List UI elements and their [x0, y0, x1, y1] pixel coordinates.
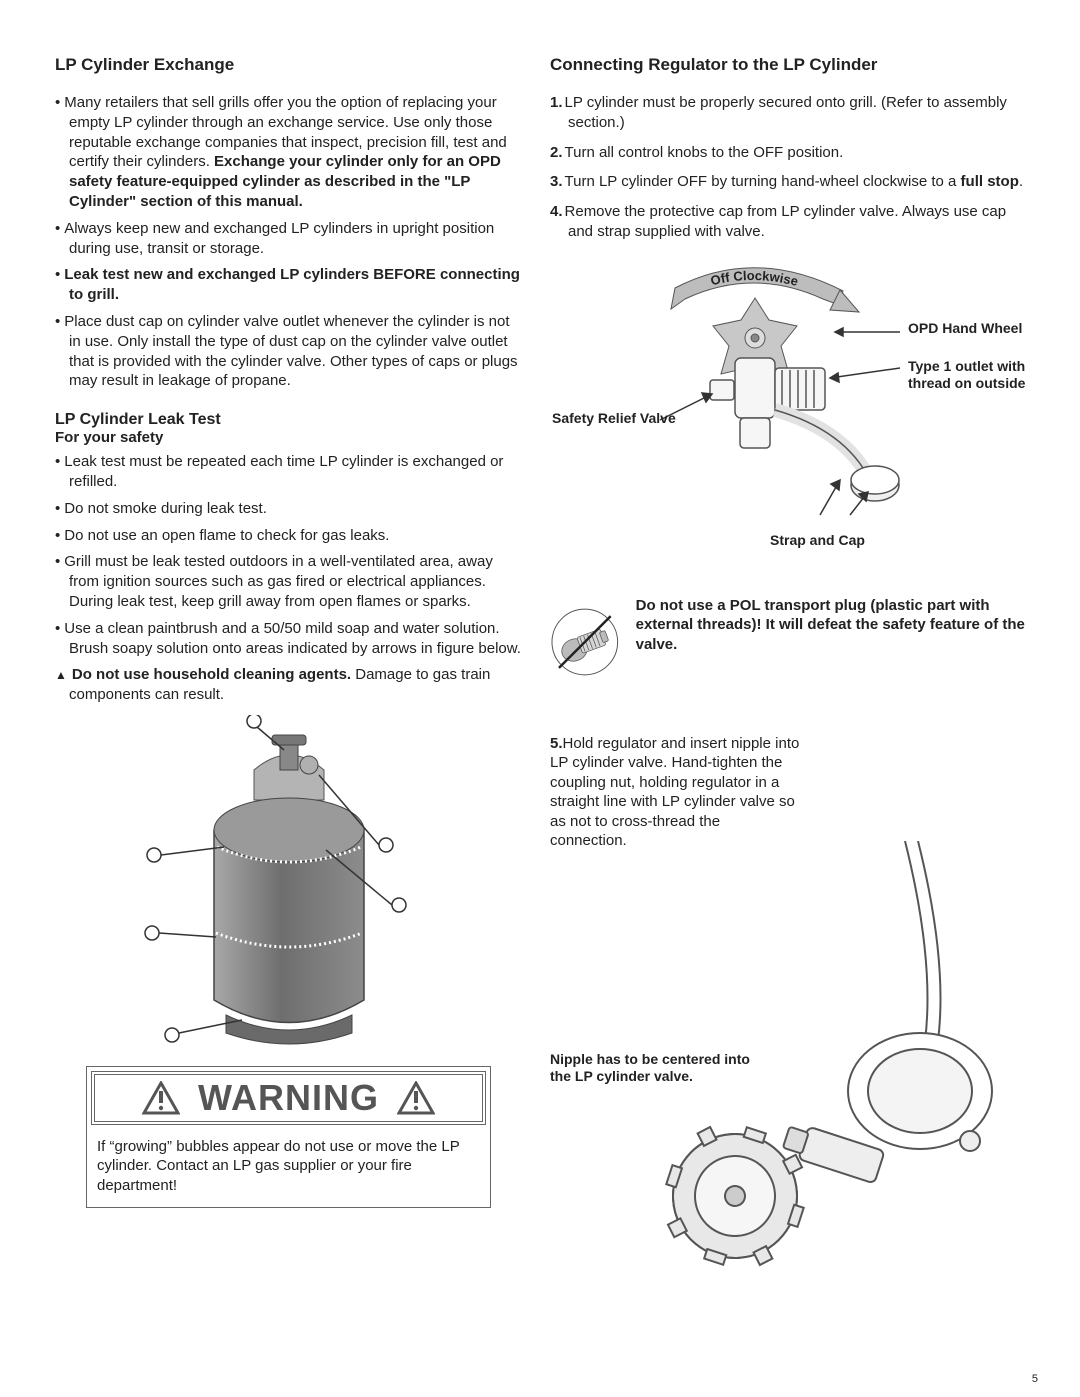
label-type1-outlet: Type 1 outlet with thread on outside [908, 358, 1038, 393]
label-strap-cap: Strap and Cap [770, 532, 910, 550]
step-item: LP cylinder must be properly secured ont… [550, 93, 1030, 133]
right-column: Connecting Regulator to the LP Cylinder … [550, 55, 1030, 1276]
bullet-item: Do not use household cleaning agents. Da… [55, 665, 522, 705]
left-column: LP Cylinder Exchange Many retailers that… [55, 55, 522, 1276]
bullet-item: Leak test must be repeated each time LP … [55, 452, 522, 492]
bullets-leaktest: Leak test must be repeated each time LP … [55, 452, 522, 705]
pol-plug-warning: Do not use a POL transport plug (plastic… [550, 572, 1030, 712]
diagram-cylinder-valve: Off Clockwise [550, 260, 1030, 570]
warning-title: WARNING [198, 1077, 379, 1119]
warning-header: WARNING [91, 1071, 486, 1125]
diagram-tank-leak-test [94, 715, 484, 1060]
diagram-regulator: Nipple has to be centered into the LP cy… [550, 841, 1030, 1276]
heading-lp-exchange: LP Cylinder Exchange [55, 55, 522, 75]
warning-text: If “growing” bubbles appear do not use o… [87, 1129, 490, 1196]
step-5: 5.Hold regulator and insert nipple into … [550, 734, 800, 851]
page-number: 5 [1032, 1373, 1038, 1385]
subheading-safety: For your safety [55, 429, 522, 446]
bullet-item: Do not smoke during leak test. [55, 499, 522, 519]
bullets-exchange: Many retailers that sell grills offer yo… [55, 93, 522, 391]
warning-icon [397, 1081, 435, 1115]
step-item: Remove the protective cap from LP cylind… [550, 202, 1030, 242]
pol-plug-text: Do not use a POL transport plug (plastic… [636, 572, 1030, 655]
step-item: Turn all control knobs to the OFF positi… [550, 143, 1030, 163]
bullet-item: Leak test new and exchanged LP cylinders… [55, 265, 522, 305]
bullet-item: Do not use an open flame to check for ga… [55, 526, 522, 546]
bullet-item: Place dust cap on cylinder valve outlet … [55, 312, 522, 391]
steps-1-4: LP cylinder must be properly secured ont… [550, 93, 1030, 242]
warning-box: WARNING If “growing” bubbles appear do n… [86, 1066, 491, 1209]
label-nipple-note: Nipple has to be centered into the LP cy… [550, 1051, 750, 1086]
label-safety-relief: Safety Relief Valve [552, 410, 692, 428]
diagram-pol-plug [550, 572, 620, 712]
heading-regulator: Connecting Regulator to the LP Cylinder [550, 55, 1030, 75]
step-item: Turn LP cylinder OFF by turning hand-whe… [550, 172, 1030, 192]
bullet-item: Use a clean paintbrush and a 50/50 mild … [55, 619, 522, 659]
bullet-item: Grill must be leak tested outdoors in a … [55, 552, 522, 611]
label-opd-hand-wheel: OPD Hand Wheel [908, 320, 1028, 338]
heading-leak-test: LP Cylinder Leak Test [55, 411, 522, 429]
warning-icon [142, 1081, 180, 1115]
bullet-item: Many retailers that sell grills offer yo… [55, 93, 522, 212]
bullet-item: Always keep new and exchanged LP cylinde… [55, 219, 522, 259]
